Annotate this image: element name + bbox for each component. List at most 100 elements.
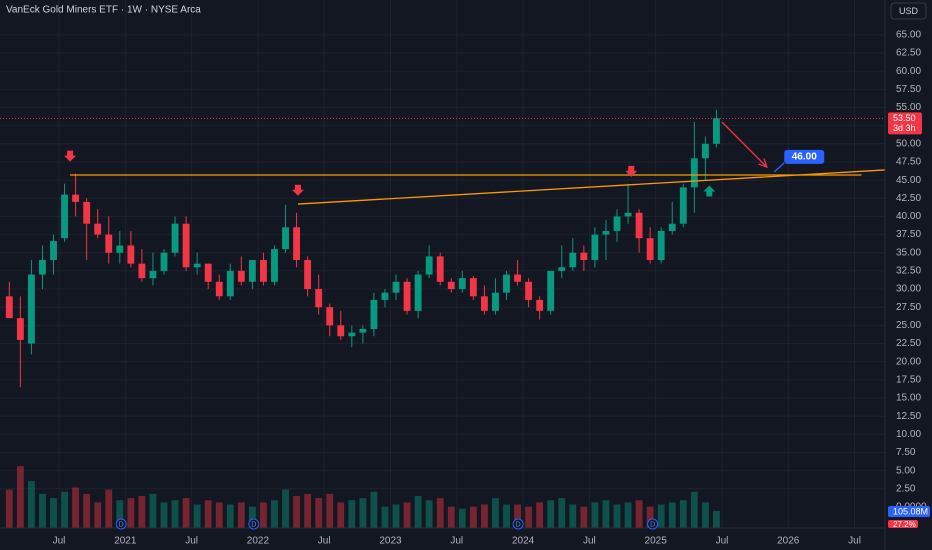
y-tick-label: 30.00 (896, 284, 921, 295)
y-tick-label: 50.00 (896, 138, 921, 149)
y-tick-label: 32.50 (896, 266, 921, 277)
volume-bar (569, 504, 577, 528)
volume-bar (116, 500, 124, 528)
candle-body (436, 256, 444, 282)
candle-body (580, 252, 588, 261)
currency-button[interactable] (890, 2, 927, 20)
candle-body (182, 223, 190, 268)
dividend-marker[interactable] (512, 518, 524, 530)
candle-body (326, 307, 334, 326)
volume-bar (182, 498, 190, 528)
volume-bar (315, 498, 323, 528)
y-tick-label: 35.00 (896, 247, 921, 258)
candle-body (657, 230, 665, 261)
y-tick-label: 65.00 (896, 30, 921, 41)
dividend-label[interactable]: D (119, 521, 124, 528)
candle-body (215, 281, 223, 297)
volume-pane (5, 466, 720, 528)
candle-body (282, 227, 289, 250)
dividend-label[interactable]: D (251, 521, 256, 528)
dividend-marker[interactable] (248, 518, 260, 530)
volume-bar (127, 498, 135, 528)
change-badge (888, 520, 918, 528)
volume-bar (105, 489, 113, 528)
volume-bar (248, 506, 256, 528)
x-tick-label: Jul (848, 536, 861, 547)
volume-bar (624, 502, 632, 528)
x-tick-label: Jul (583, 536, 596, 547)
change-label: 27.2% (893, 520, 916, 529)
candle-body (447, 281, 455, 290)
candle-body (624, 212, 632, 217)
volume-bar (469, 506, 477, 528)
x-tick-label: Jul (318, 536, 331, 547)
volume-bar (39, 493, 46, 528)
candle-body (204, 263, 212, 282)
y-tick-label: 7.50 (896, 447, 916, 458)
candle-body (635, 212, 643, 239)
dividend-label[interactable]: D (650, 521, 655, 528)
volume-bar (337, 502, 345, 528)
volume-bar (27, 481, 35, 528)
y-tick-label: 15.00 (896, 393, 921, 404)
y-tick-label: 22.50 (896, 338, 921, 349)
candle-body (237, 270, 245, 282)
dividend-label[interactable]: D (516, 521, 521, 528)
arrow-marker (291, 184, 304, 196)
candle-body (248, 260, 256, 282)
candle-body (403, 281, 411, 311)
candle-body (503, 274, 510, 293)
volume-bar (591, 502, 599, 528)
dividend-marker[interactable] (647, 518, 659, 530)
y-tick-label: 12.50 (896, 411, 921, 422)
x-tick-label: 2025 (645, 536, 668, 547)
candle-body (492, 292, 499, 311)
volume-bar (525, 506, 533, 528)
volume-bar (613, 504, 621, 528)
volume-bar (160, 502, 168, 528)
x-tick-label: 2024 (512, 536, 535, 547)
dividend-marker[interactable] (115, 518, 127, 530)
candle-body (359, 329, 367, 333)
y-tick-label: 2.50 (896, 483, 916, 494)
last-price-label: 53.50 (893, 113, 916, 123)
volume-badge (888, 506, 930, 517)
arrow-marker (625, 165, 638, 177)
volume-bar (226, 504, 234, 528)
candle-body (525, 281, 533, 300)
volume-bar (414, 496, 422, 528)
currency-label[interactable]: USD (899, 6, 919, 16)
y-tick-label: 60.00 (896, 66, 921, 77)
volume-bar (547, 500, 555, 528)
callout-text: 46.00 (792, 152, 817, 163)
x-tick-label: Jul (716, 536, 729, 547)
candle-body (613, 216, 621, 231)
candle-body (381, 292, 389, 300)
volume-bar (392, 504, 400, 528)
candle-body (536, 299, 544, 311)
volume-bar (72, 487, 80, 528)
volume-bar (425, 500, 433, 528)
volume-bar (602, 500, 610, 528)
y-tick-label: 17.50 (896, 374, 921, 385)
volume-bar (50, 498, 57, 528)
candle-body (480, 296, 488, 311)
candle-body (713, 118, 720, 144)
volume-bar (304, 493, 312, 528)
candle-body (116, 245, 124, 253)
volume-bar (668, 502, 676, 528)
candle-body (61, 194, 68, 239)
candle-body (414, 274, 422, 311)
candle-body (127, 245, 135, 264)
x-tick-label: 2021 (114, 536, 137, 547)
candle-body (668, 223, 676, 231)
candle-body (5, 296, 13, 319)
candle-body (569, 252, 577, 268)
candle-body (602, 230, 610, 235)
y-tick-label: 27.50 (896, 302, 921, 313)
y-tick-label: 25.00 (896, 320, 921, 331)
x-tick-label: Jul (450, 536, 463, 547)
candle-body (27, 274, 35, 344)
